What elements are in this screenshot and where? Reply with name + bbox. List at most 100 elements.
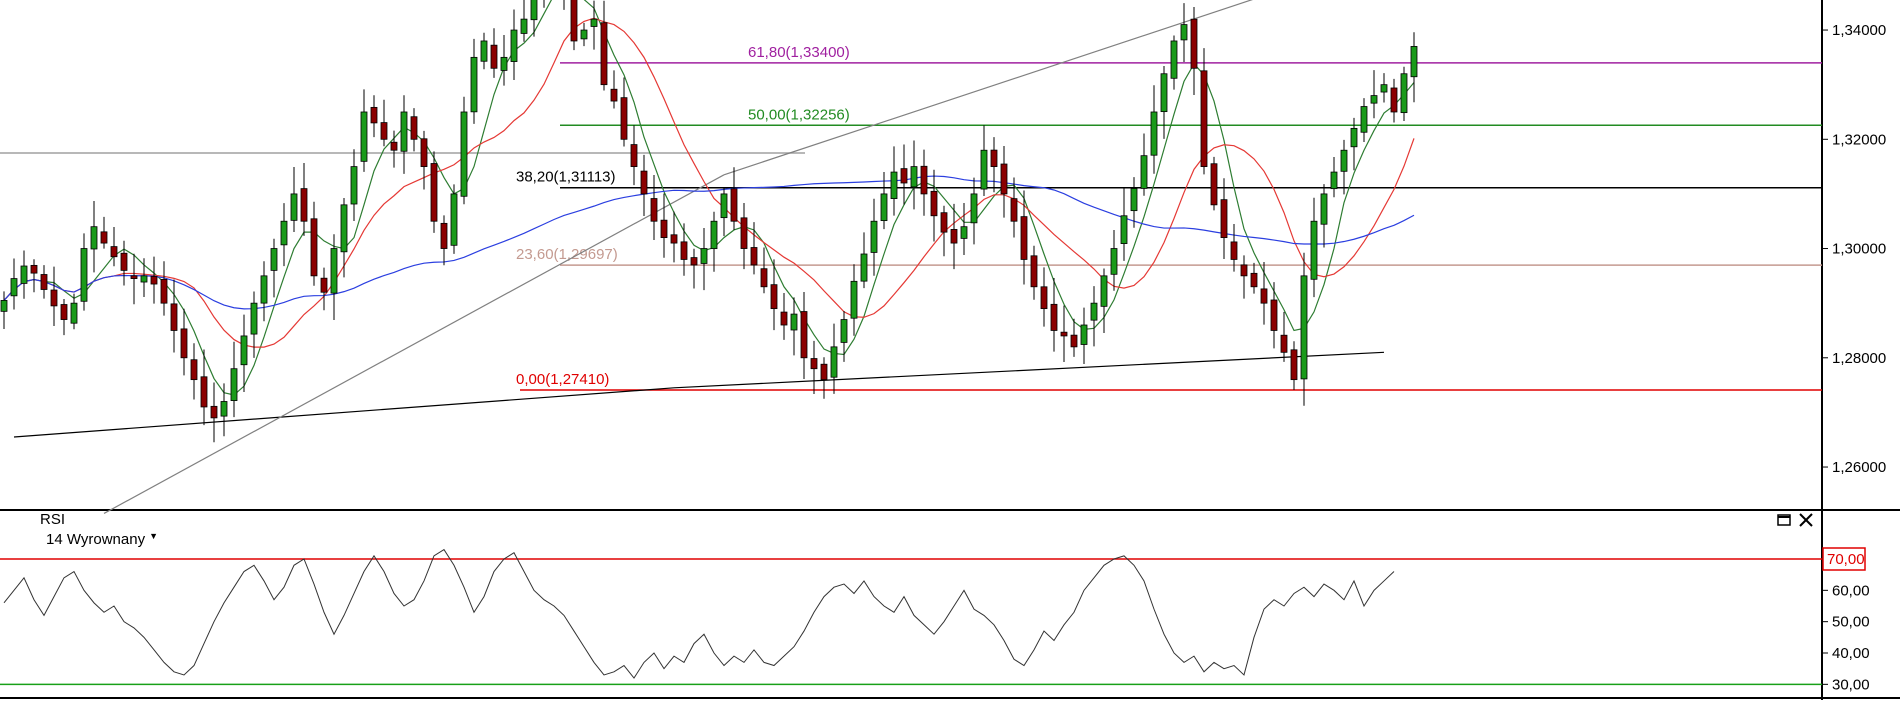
candle-body: [710, 220, 718, 250]
candle-body: [980, 149, 988, 190]
fib-level-label: 38,20(1,31113): [516, 169, 616, 186]
candle-body: [830, 346, 838, 378]
rsi-tick-label: 30,00: [1832, 676, 1870, 693]
rsi-parameter-label: 14 Wyrownany: [46, 531, 146, 548]
candle-body: [140, 275, 148, 283]
candle-body: [740, 217, 748, 249]
price-tick-label: 1,34000: [1832, 22, 1886, 39]
candle-body: [940, 212, 948, 233]
price-tick-label: 1,28000: [1832, 350, 1886, 367]
candle-body: [1070, 334, 1078, 348]
trendline: [103, 174, 725, 514]
rsi-level-badge-label: 70,00: [1827, 551, 1865, 568]
candle-body: [1190, 18, 1198, 69]
candle-body: [100, 231, 108, 244]
candles: [0, 0, 1418, 443]
candle-body: [260, 275, 268, 304]
candle-body: [330, 248, 338, 294]
candle-body: [70, 302, 78, 324]
candle-body: [690, 257, 698, 266]
candle-body: [1000, 163, 1008, 195]
candle-body: [490, 44, 498, 69]
candle-body: [760, 268, 768, 288]
candle-body: [960, 226, 968, 239]
candle-body: [230, 368, 238, 402]
maximize-pane-button[interactable]: [1776, 512, 1792, 528]
candle-body: [770, 284, 778, 310]
candle-body: [640, 170, 648, 195]
candle-body: [1020, 216, 1028, 260]
candle-body: [300, 188, 308, 222]
candle-body: [1090, 302, 1098, 321]
candle-body: [620, 97, 628, 140]
candle-body: [1200, 70, 1208, 168]
candle-body: [180, 328, 188, 359]
candle-body: [1040, 286, 1048, 310]
candle-body: [1120, 215, 1128, 244]
rsi-level-badge: [1822, 547, 1866, 571]
candle-body: [1300, 275, 1308, 380]
candle-body: [340, 204, 348, 253]
candle-body: [1360, 106, 1368, 133]
price-tick-label: 1,26000: [1832, 459, 1886, 476]
candle-body: [1280, 334, 1288, 353]
candle-body: [410, 116, 418, 140]
candle-body: [400, 111, 408, 152]
candle-body: [570, 0, 578, 42]
rsi-parameter-dropdown[interactable]: 14 Wyrownany ▼: [46, 531, 158, 548]
trendline: [673, 351, 1385, 389]
candle-body: [990, 149, 998, 168]
candle-body: [1340, 149, 1348, 172]
candle-body: [1010, 198, 1018, 222]
candle-body: [1240, 264, 1248, 277]
rsi-tick-label: 50,00: [1832, 614, 1870, 631]
candle-body: [1180, 24, 1188, 41]
candle-body: [870, 220, 878, 253]
candle-body: [40, 274, 48, 290]
candle-body: [20, 265, 28, 284]
candle-body: [1270, 299, 1278, 331]
rsi-line: [3, 548, 1395, 679]
candle-body: [130, 275, 138, 279]
candle-body: [1170, 40, 1178, 79]
rsi-tick-label: 60,00: [1832, 582, 1870, 599]
fib-level-label: 0,00(1,27410): [516, 371, 609, 388]
close-icon: [1799, 513, 1813, 527]
candle-body: [610, 88, 618, 102]
candle-body: [1320, 193, 1328, 225]
price-tick-label: 1,30000: [1832, 241, 1886, 258]
candle-body: [450, 193, 458, 246]
fib-level-label: 61,80(1,33400): [748, 44, 850, 61]
candle-body: [1380, 84, 1388, 93]
price-tick-label: 1,32000: [1832, 131, 1886, 148]
candle-body: [350, 166, 358, 205]
candle-body: [420, 138, 428, 168]
candle-body: [780, 311, 788, 326]
candle-body: [190, 359, 198, 381]
candle-body: [310, 218, 318, 277]
candle-body: [1390, 87, 1398, 113]
candle-body: [60, 304, 68, 320]
candle-body: [1130, 188, 1138, 212]
candle-body: [750, 247, 758, 266]
candle-body: [510, 29, 518, 62]
candle-body: [810, 358, 818, 370]
candle-body: [220, 401, 228, 417]
candle-body: [1250, 272, 1258, 288]
candle-body: [880, 193, 888, 222]
candle-body: [660, 219, 668, 239]
candle-body: [970, 193, 978, 224]
candle-body: [1160, 73, 1168, 113]
candle-body: [1220, 199, 1228, 239]
candle-body: [1150, 111, 1158, 156]
candle-body: [10, 278, 18, 297]
candle-body: [1410, 46, 1418, 78]
candle-body: [1210, 163, 1218, 206]
candle-body: [890, 171, 898, 199]
candle-body: [730, 188, 738, 222]
candle-body: [440, 222, 448, 249]
candle-body: [270, 248, 278, 271]
candle-body: [1350, 127, 1358, 148]
close-pane-button[interactable]: [1798, 512, 1814, 528]
